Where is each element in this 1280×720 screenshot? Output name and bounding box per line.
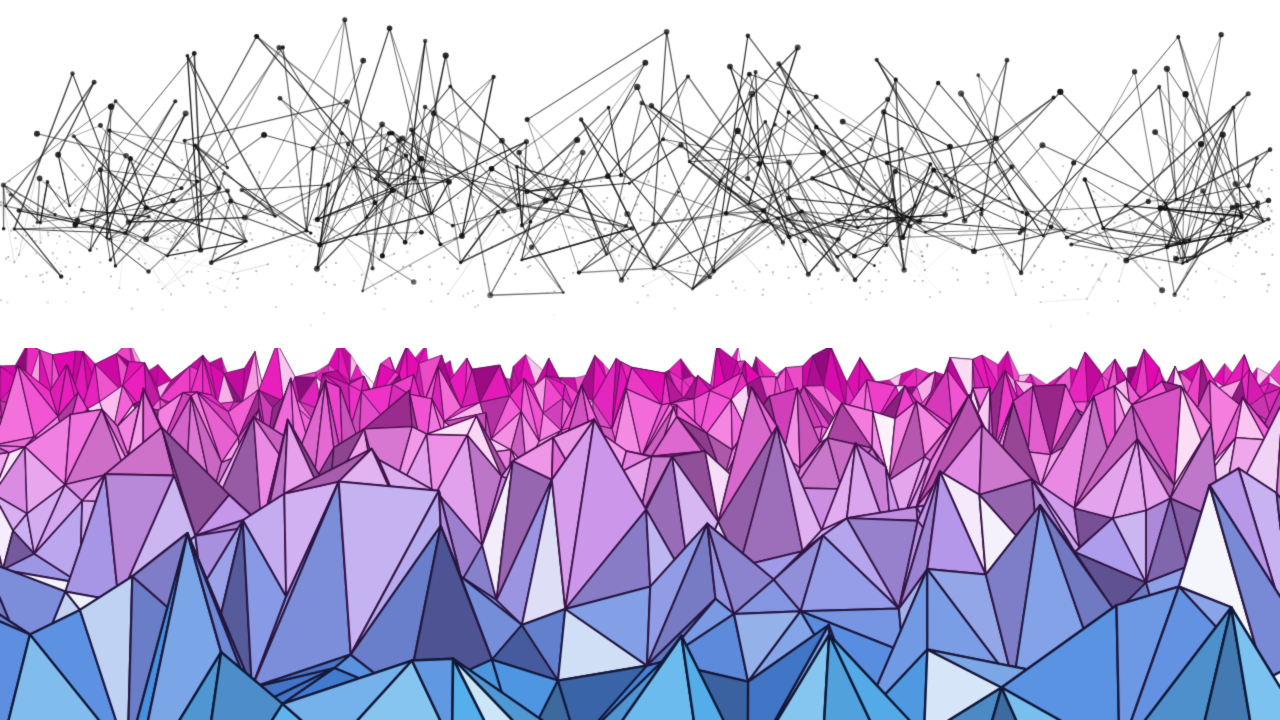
lowpoly-gradient-terrain — [0, 348, 1280, 720]
plexus-wireframe-network — [0, 0, 1280, 348]
